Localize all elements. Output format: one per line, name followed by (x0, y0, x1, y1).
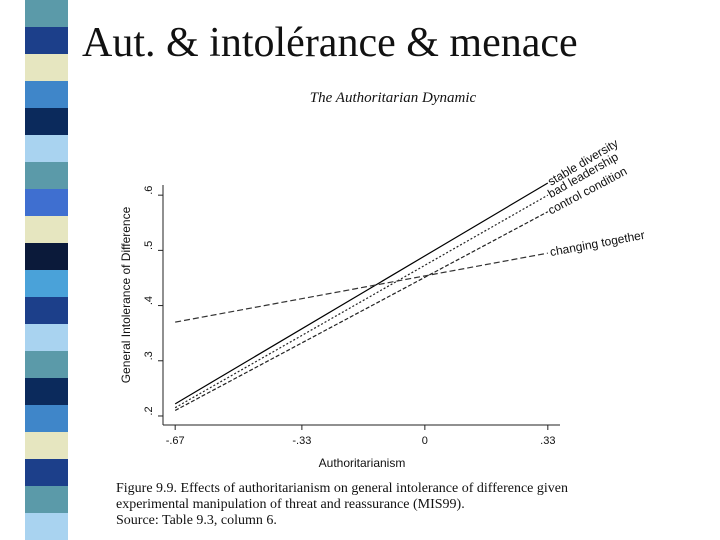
stripe-block (25, 135, 68, 162)
series-line (174, 182, 549, 405)
stripe-block (25, 324, 68, 351)
stripe-block (25, 270, 68, 297)
caption-line: experimental manipulation of threat and … (116, 497, 465, 512)
y-tick-label: .3 (143, 351, 155, 360)
stripe-block (25, 243, 68, 270)
stripe-block (25, 81, 68, 108)
series-line (174, 211, 549, 411)
stripe-block (25, 513, 68, 540)
y-axis-label: General Intolerance of Difference (119, 206, 133, 383)
stripe-block (25, 0, 68, 27)
caption-line: Source: Table 9.3, column 6. (116, 513, 277, 528)
stripe-block (25, 432, 68, 459)
slide-title: Aut. & intolérance & menace (82, 20, 578, 66)
y-tick-label: .5 (143, 241, 155, 250)
x-axis-label: Authoritarianism (319, 456, 406, 470)
stripe-block (25, 216, 68, 243)
stripe-block (25, 108, 68, 135)
stripe-block (25, 378, 68, 405)
decor-stripe (25, 0, 68, 540)
y-tick-label: .2 (143, 406, 155, 415)
stripe-block (25, 297, 68, 324)
y-tick-label: .6 (143, 186, 155, 195)
stripe-block (25, 351, 68, 378)
series-label: changing together (549, 228, 646, 259)
stripe-block (25, 189, 68, 216)
stripe-block (25, 162, 68, 189)
stripe-block (25, 27, 68, 54)
stripe-block (25, 459, 68, 486)
series-line (175, 252, 548, 323)
stripe-block (25, 486, 68, 513)
caption-line: Figure 9.9. Effects of authoritarianism … (116, 481, 568, 496)
series-line (174, 194, 549, 409)
y-tick-label: .4 (143, 296, 155, 305)
stripe-block (25, 405, 68, 432)
x-tick-label: -.33 (292, 435, 311, 447)
stripe-block (25, 54, 68, 81)
x-tick-label: -.67 (166, 435, 185, 447)
x-tick-label: 0 (422, 435, 428, 447)
chart-title: The Authoritarian Dynamic (310, 90, 477, 106)
x-tick-label: .33 (540, 435, 555, 447)
